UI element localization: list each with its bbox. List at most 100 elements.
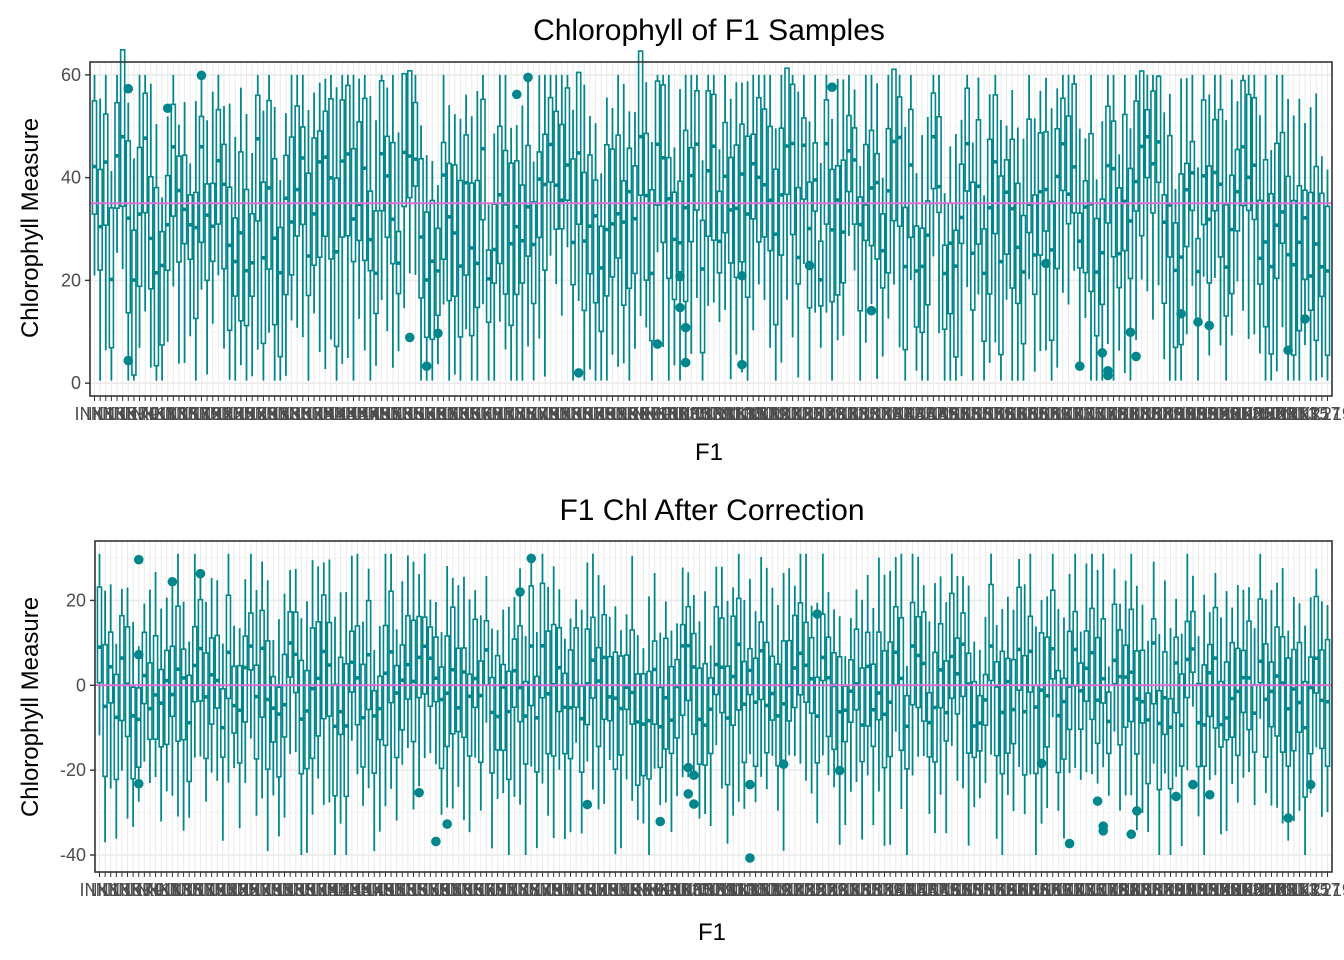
box xyxy=(1128,553,1135,796)
box xyxy=(948,553,955,746)
box xyxy=(806,121,813,381)
box xyxy=(1223,120,1229,381)
box-iqr xyxy=(660,84,666,244)
box-iqr xyxy=(483,619,490,686)
x-tick-label: INK3 xyxy=(86,404,126,424)
box xyxy=(309,560,316,815)
box xyxy=(361,74,368,351)
box xyxy=(553,74,559,285)
box-iqr xyxy=(463,134,469,276)
x-tick-label: INK141 xyxy=(853,404,913,424)
box xyxy=(874,83,880,379)
box xyxy=(915,556,921,757)
x-tick-label: INK201 xyxy=(1191,880,1251,900)
box xyxy=(1138,70,1145,280)
box-iqr xyxy=(525,144,531,257)
box-iqr xyxy=(304,669,310,770)
x-tick-label: INK131 xyxy=(796,404,856,424)
box-iqr xyxy=(232,217,239,297)
box xyxy=(780,572,787,851)
box xyxy=(539,553,546,784)
box xyxy=(702,591,708,815)
box xyxy=(578,609,585,834)
y-tick-label: 0 xyxy=(71,373,81,393)
box-iqr xyxy=(988,583,994,682)
box xyxy=(573,599,579,743)
box xyxy=(1083,563,1090,773)
box-iqr xyxy=(812,142,818,212)
box xyxy=(1161,112,1168,360)
box-iqr xyxy=(716,190,723,274)
box xyxy=(525,74,531,347)
x-tick-label: INK185 xyxy=(1100,404,1160,424)
box xyxy=(863,74,869,343)
box xyxy=(606,616,613,760)
box-iqr xyxy=(694,89,700,211)
box-iqr xyxy=(294,105,301,237)
box-iqr xyxy=(305,172,312,297)
box xyxy=(1021,584,1028,815)
box xyxy=(226,103,233,380)
box xyxy=(685,572,692,778)
x-tick-label: INK39 xyxy=(283,404,333,424)
box xyxy=(694,74,700,298)
box-iqr xyxy=(857,196,864,312)
outlier-point xyxy=(431,836,441,847)
box-iqr xyxy=(489,676,495,774)
box-iqr xyxy=(1313,165,1320,342)
boxplot-series xyxy=(91,49,1331,381)
x-tick-label: INK191 xyxy=(1135,880,1195,900)
box xyxy=(1200,74,1207,277)
x-tick-label: INK115 xyxy=(709,880,768,900)
box xyxy=(975,77,982,295)
box-iqr xyxy=(1054,128,1061,270)
box-iqr xyxy=(472,618,479,709)
x-tick-label: INK139 xyxy=(841,404,901,424)
x-tick-label: INK13 xyxy=(137,404,187,424)
box-iqr xyxy=(758,621,764,701)
x-tick-label: INK27 xyxy=(216,404,266,424)
box-iqr xyxy=(1061,677,1067,760)
box-iqr xyxy=(691,632,697,736)
x-tick-label: INK19 xyxy=(175,880,225,900)
x-tick-label: INK27 xyxy=(220,880,270,900)
box xyxy=(1037,90,1044,352)
box xyxy=(1240,74,1246,311)
box-iqr xyxy=(1173,636,1179,714)
box xyxy=(457,118,464,381)
box-iqr xyxy=(339,99,346,238)
outlier-point xyxy=(1125,327,1136,338)
box xyxy=(981,195,987,381)
outlier-point xyxy=(1098,826,1109,836)
box xyxy=(671,147,678,366)
box-iqr xyxy=(1167,134,1173,258)
box xyxy=(395,132,402,352)
box-iqr xyxy=(260,181,267,345)
outlier-point xyxy=(804,260,815,271)
x-tick-label: INK197 xyxy=(1169,880,1229,900)
box xyxy=(674,623,680,797)
box-iqr xyxy=(806,181,813,309)
box-iqr xyxy=(418,158,424,299)
box-iqr xyxy=(253,664,260,760)
x-tick-label: INK181 xyxy=(1078,404,1138,424)
box xyxy=(373,120,379,366)
box xyxy=(322,78,329,370)
box xyxy=(1043,77,1049,351)
box-iqr xyxy=(1055,669,1062,774)
box-iqr xyxy=(575,71,582,225)
x-tick-label: INK61 xyxy=(411,880,461,900)
box xyxy=(1100,553,1107,768)
x-tick-label: INK53 xyxy=(366,880,416,900)
box-iqr xyxy=(1273,142,1280,280)
box-iqr xyxy=(909,601,916,706)
x-tick-label: INK75 xyxy=(489,880,539,900)
x-tick-label: INK157 xyxy=(944,880,1004,900)
box-iqr xyxy=(350,147,357,263)
box-iqr xyxy=(1150,618,1157,705)
box xyxy=(468,116,475,381)
box xyxy=(304,601,310,853)
box xyxy=(287,569,293,755)
box-iqr xyxy=(388,590,394,704)
box xyxy=(1302,123,1308,346)
